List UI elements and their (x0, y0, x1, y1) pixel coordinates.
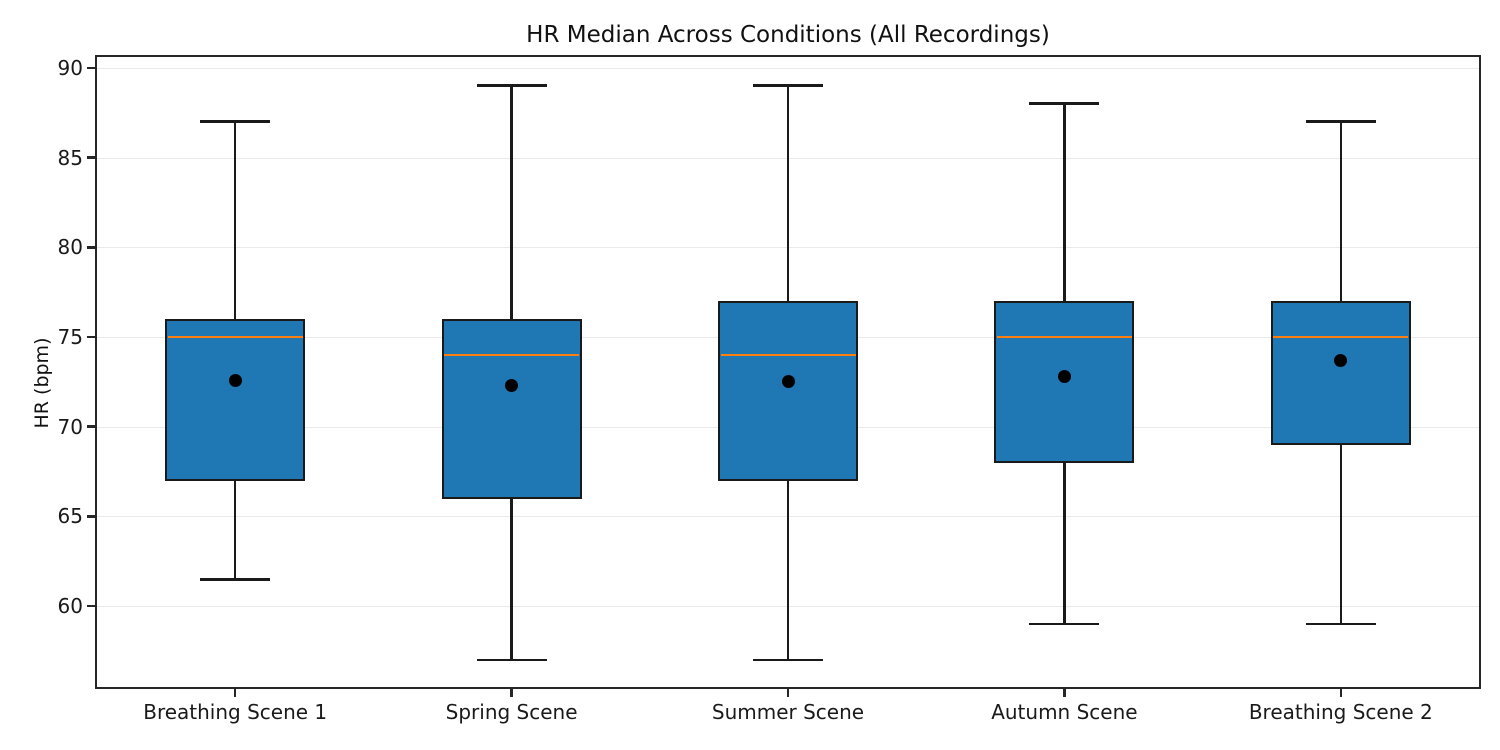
median-line (444, 353, 580, 357)
y-tick-mark (87, 425, 95, 428)
whisker-lower-line (1063, 462, 1066, 625)
x-tick-mark (1339, 689, 1343, 697)
whisker-lower-line (786, 480, 790, 661)
whisker-upper-cap (1305, 120, 1376, 123)
x-tick-label: Summer Scene (711, 700, 865, 724)
whisker-upper-cap (200, 120, 271, 123)
y-tick-label: 80 (57, 235, 83, 260)
plot-area (95, 55, 1481, 689)
whisker-lower-cap (753, 658, 823, 662)
y-tick-mark (87, 156, 95, 159)
mean-dot (228, 373, 242, 387)
whisker-lower-cap (200, 578, 271, 581)
whisker-upper-line (233, 121, 237, 320)
chart-title: HR Median Across Conditions (All Recordi… (526, 22, 1050, 48)
boxplot-box (718, 301, 858, 481)
whisker-upper-cap (476, 84, 547, 87)
whisker-lower-line (1339, 444, 1343, 625)
y-tick-mark (87, 66, 95, 70)
whisker-lower-cap (476, 658, 547, 662)
mean-dot (1334, 353, 1348, 367)
whisker-upper-line (510, 85, 513, 320)
x-tick-label: Breathing Scene 2 (1248, 700, 1433, 724)
y-tick-label: 90 (57, 55, 83, 80)
whisker-upper-line (786, 85, 790, 302)
y-tick-mark (87, 335, 95, 339)
y-tick-mark (87, 604, 95, 608)
whisker-lower-cap (1305, 622, 1376, 626)
mean-dot (505, 378, 519, 392)
y-tick-label: 75 (57, 325, 83, 349)
whisker-upper-cap (753, 84, 823, 87)
whisker-lower-line (233, 480, 237, 580)
whisker-upper-line (1339, 121, 1343, 302)
gridline (97, 67, 1479, 69)
x-tick-mark (233, 689, 237, 697)
whisker-lower-cap (1029, 622, 1100, 626)
boxplot-box (1270, 301, 1411, 445)
whisker-upper-line (1063, 103, 1066, 302)
y-tick-label: 65 (57, 504, 83, 529)
x-tick-mark (786, 689, 790, 697)
y-tick-label: 60 (57, 594, 83, 619)
boxplot-box (165, 319, 306, 481)
whisker-upper-cap (1029, 102, 1100, 105)
x-tick-mark (1063, 689, 1066, 697)
x-tick-label: Autumn Scene (991, 700, 1138, 724)
median-line (167, 335, 303, 339)
y-tick-mark (87, 515, 95, 518)
x-tick-mark (510, 689, 513, 697)
median-line (1273, 335, 1409, 339)
y-tick-mark (87, 246, 95, 249)
x-tick-label: Spring Scene (445, 700, 578, 724)
whisker-lower-line (510, 498, 513, 661)
median-line (996, 335, 1132, 339)
boxplot-box (441, 319, 582, 499)
mean-dot (781, 375, 795, 389)
median-line (720, 353, 856, 357)
x-tick-label: Breathing Scene 1 (143, 700, 328, 724)
mean-dot (1057, 369, 1071, 383)
y-tick-label: 85 (57, 145, 83, 170)
y-tick-label: 70 (57, 414, 83, 439)
